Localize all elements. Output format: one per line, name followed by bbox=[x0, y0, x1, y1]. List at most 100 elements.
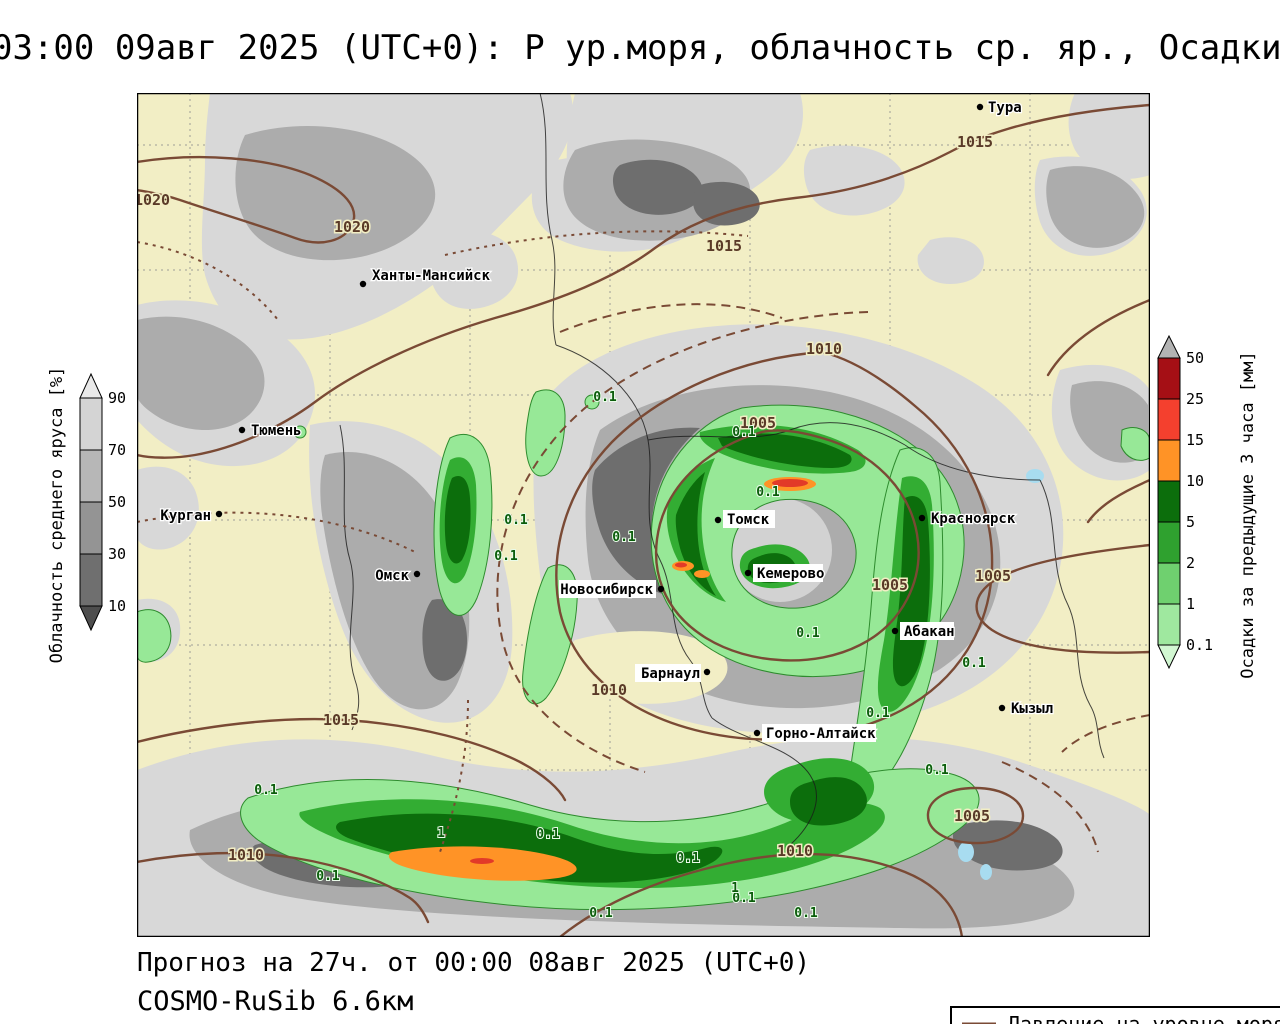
precip-label: 0.1 bbox=[756, 485, 780, 500]
cloudbar-tick: 70 bbox=[108, 441, 126, 459]
precipbar-seg bbox=[1157, 357, 1181, 400]
city-label: Ханты-Мансийск bbox=[372, 268, 491, 284]
precipbar-tick: 10 bbox=[1186, 472, 1204, 490]
city-label-box bbox=[723, 510, 775, 528]
isobars-dashed bbox=[137, 230, 1150, 853]
admin-borders bbox=[339, 93, 1105, 846]
city-label: Красноярск bbox=[931, 511, 1016, 527]
precip-label: 0.1 bbox=[316, 869, 340, 884]
forecast-info: Прогноз на 27ч. от 00:00 08авг 2025 (UTC… bbox=[137, 948, 811, 978]
isobar-label: 1020 bbox=[334, 218, 370, 236]
precip-label: 1 bbox=[731, 881, 739, 896]
precipbar-seg bbox=[1157, 521, 1181, 564]
city-barnaul: Барнаул bbox=[635, 664, 711, 683]
cloud-colorbar-label: Облачность среднего яруса [%] bbox=[47, 366, 67, 664]
isobars-solid bbox=[137, 103, 1150, 937]
cloudbar-seg bbox=[79, 397, 103, 451]
precip-label: 0.1 bbox=[593, 390, 617, 405]
precip-contour-labels: 0.1 0.1 0.1 0.1 0.1 0.1 0.1 0.1 0.1 0.1 … bbox=[253, 389, 987, 922]
precipbar-arrow-bottom bbox=[1157, 644, 1181, 670]
city-label: Кызыл bbox=[1011, 701, 1053, 717]
city-label: Барнаул bbox=[641, 666, 700, 682]
city-kurgan: Курган bbox=[159, 507, 223, 525]
cloud-colorbar: 90 70 50 30 10 bbox=[79, 372, 126, 632]
precipbar-tick: 5 bbox=[1186, 513, 1195, 531]
city-omsk: Омск bbox=[374, 567, 421, 585]
city-label: Новосибирск bbox=[560, 582, 653, 598]
city-label: Горно-Алтайск bbox=[766, 726, 876, 742]
model-info: COSMO-RuSib 6.6км bbox=[137, 986, 414, 1017]
precipbar-tick: 2 bbox=[1186, 554, 1195, 572]
precip-label: 0.1 bbox=[589, 906, 613, 921]
precip-colorbar: 50 25 15 10 5 2 1 0.1 bbox=[1157, 334, 1213, 670]
city-tomsk: Томск bbox=[714, 510, 775, 529]
city-dot bbox=[238, 426, 246, 434]
city-label: Омск bbox=[375, 568, 409, 584]
precip-label: 0.1 bbox=[536, 827, 560, 842]
precip-layer-red bbox=[470, 479, 808, 864]
city-dot bbox=[703, 668, 711, 676]
precip-label: 1 bbox=[437, 826, 445, 841]
city-dot bbox=[714, 516, 722, 524]
precipbar-seg bbox=[1157, 480, 1181, 523]
city-dot bbox=[657, 585, 665, 593]
precip-label: 0.1 bbox=[504, 513, 528, 528]
map-canvas: 1020 1020 1015 1015 1010 1005 1005 1005 … bbox=[137, 93, 1150, 937]
weather-map: 1020 1020 1015 1015 1010 1005 1005 1005 … bbox=[137, 93, 1150, 937]
isobar-label: 1010 bbox=[806, 340, 842, 358]
city-krasnoyarsk: Красноярск bbox=[918, 510, 1017, 528]
precip-label: 0.1 bbox=[925, 763, 949, 778]
city-label-box bbox=[762, 724, 876, 742]
isobar-label: 1005 bbox=[975, 567, 1011, 585]
city-kyzyl: Кызыл bbox=[998, 700, 1054, 718]
isobar-label: 1010 bbox=[591, 681, 627, 699]
precipbar-seg bbox=[1157, 603, 1181, 646]
cloudbar-tick: 30 bbox=[108, 545, 126, 563]
cloudbar-tick: 50 bbox=[108, 493, 126, 511]
precip-label: 0.1 bbox=[254, 783, 278, 798]
isobar-label: 1005 bbox=[954, 807, 990, 825]
page-title: 03:00 09авг 2025 (UTC+0): P ур.моря, обл… bbox=[0, 28, 1280, 68]
city-label: Тюмень bbox=[251, 423, 302, 439]
pressure-legend-line-swatch bbox=[962, 1022, 996, 1024]
city-label-box bbox=[559, 580, 656, 598]
city-dot bbox=[753, 729, 761, 737]
isobar-label: 1010 bbox=[777, 842, 813, 860]
city-label: Курган bbox=[160, 508, 211, 524]
precipbar-seg bbox=[1157, 562, 1181, 605]
precip-label: 0.1 bbox=[866, 706, 890, 721]
city-label: Тура bbox=[988, 100, 1022, 116]
city-gorno-altaysk: Горно-Алтайск bbox=[753, 724, 877, 743]
city-tura: Тура bbox=[976, 99, 1023, 117]
isobar-label: 1015 bbox=[706, 237, 742, 255]
city-dot bbox=[359, 280, 367, 288]
city-dot bbox=[998, 704, 1006, 712]
precipbar-seg bbox=[1157, 398, 1181, 441]
precip-label: 0.1 bbox=[732, 425, 756, 440]
city-kemerovo: Кемерово bbox=[744, 564, 826, 583]
precip-label: 0.1 bbox=[794, 906, 818, 921]
city-novosibirsk: Новосибирск bbox=[559, 580, 665, 599]
precipbar-tick: 1 bbox=[1186, 595, 1195, 613]
city-label: Абакан bbox=[904, 624, 955, 640]
precipbar-tick: 50 bbox=[1186, 349, 1204, 367]
city-label-box bbox=[635, 664, 701, 682]
cloudbar-arrow-top bbox=[79, 372, 103, 399]
precip-label: 0.1 bbox=[796, 626, 820, 641]
precipbar-seg bbox=[1157, 439, 1181, 482]
city-label-box bbox=[900, 622, 954, 640]
cloudbar-arrow-bottom bbox=[79, 605, 103, 632]
city-dot bbox=[215, 510, 223, 518]
cloudbar-tick: 10 bbox=[108, 597, 126, 615]
precip-label: 0.1 bbox=[612, 530, 636, 545]
city-abakan: Абакан bbox=[891, 622, 956, 641]
precipbar-tick: 0.1 bbox=[1186, 636, 1213, 654]
precipbar-tick: 25 bbox=[1186, 390, 1204, 408]
city-label: Томск bbox=[727, 512, 770, 528]
city-dot bbox=[413, 570, 421, 578]
precip-label: 0.1 bbox=[732, 891, 756, 906]
precip-label: 0.1 bbox=[676, 851, 700, 866]
city-dot bbox=[918, 514, 926, 522]
cloudbar-seg bbox=[79, 501, 103, 555]
isobar-label: 1005 bbox=[740, 414, 776, 432]
